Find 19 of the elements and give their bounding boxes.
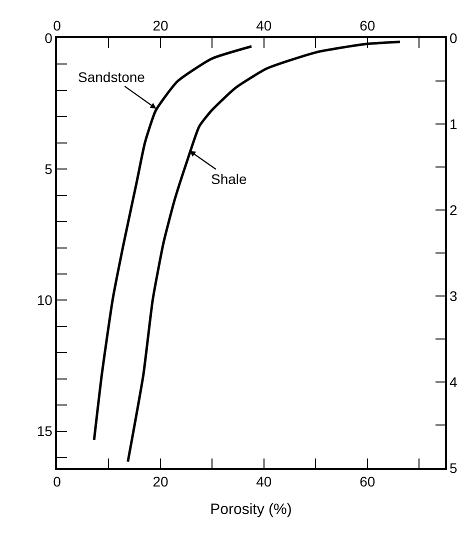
y-tick-label: 10 [36, 292, 53, 308]
x2-tick-label: 40 [256, 474, 272, 490]
y2-tick-label: 0 [450, 30, 458, 46]
y-tick-label: 0 [44, 30, 53, 46]
x-tick-label: 20 [152, 18, 168, 34]
x-axis-title: Porosity (%) [210, 501, 292, 518]
y2-tick-label: 4 [450, 374, 458, 390]
annotation: Shale [211, 171, 248, 187]
y2-tick-label: 3 [450, 288, 458, 304]
x2-tick-label: 60 [360, 474, 376, 490]
y2-tick-label: 1 [450, 116, 458, 132]
y-tick-label: 5 [44, 161, 53, 177]
y2-tick-label: 5 [450, 460, 458, 476]
y2-tick-label: 2 [450, 202, 458, 218]
annotation: Sandstone [78, 69, 146, 85]
x2-tick-label: 20 [152, 474, 168, 490]
y-tick-label: 15 [36, 423, 53, 440]
x-tick-label: 60 [360, 18, 376, 34]
x-tick-label: 40 [256, 18, 272, 34]
